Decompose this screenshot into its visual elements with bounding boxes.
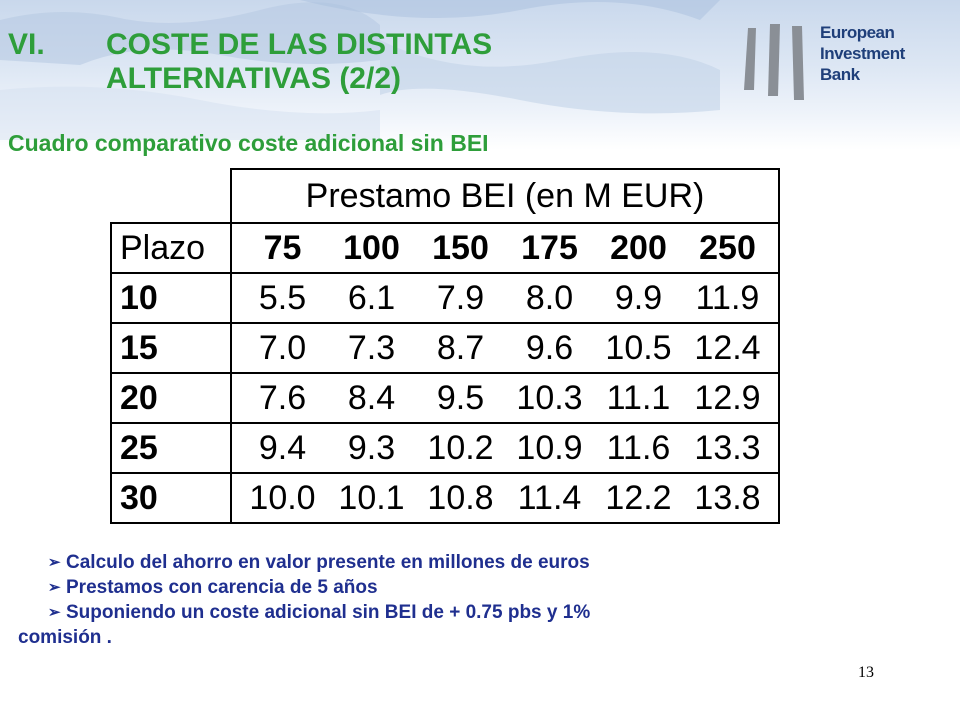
note-text: Suponiendo un coste adicional sin BEI de…	[66, 602, 591, 623]
table-cell: 8.4	[347, 378, 396, 417]
slide-title: VI. COSTE DE LAS DISTINTAS ALTERNATIVAS (…	[8, 28, 492, 96]
table-cell: 10.2	[427, 428, 494, 467]
row-values: 9.4 9.3 10.2 10.9 11.6 13.3	[230, 422, 780, 474]
row-plazo: 10	[110, 272, 232, 324]
column-header: 100	[343, 228, 400, 267]
row-values: 7.0 7.3 8.7 9.6 10.5 12.4	[230, 322, 780, 374]
table-cell: 7.3	[347, 328, 396, 367]
table-columns-row: Plazo 75 100 150 175 200 250	[110, 222, 780, 274]
table-cell: 8.0	[525, 278, 574, 317]
logo-line-2: Investment	[820, 44, 905, 63]
logo-line-1: European	[820, 23, 895, 42]
row-values: 10.0 10.1 10.8 11.4 12.2 13.8	[230, 472, 780, 524]
eib-logo-bars-icon	[744, 24, 804, 100]
note-item: ➢ Suponiendo un coste adicional sin BEI d…	[18, 600, 838, 650]
table-header-title: Prestamo BEI (en M EUR)	[230, 168, 780, 224]
table-cell: 13.3	[694, 428, 761, 467]
column-header: 75	[263, 228, 302, 267]
title-line-1: COSTE DE LAS DISTINTAS	[106, 28, 493, 61]
table-cell: 10.3	[516, 378, 583, 417]
table-cell: 12.2	[605, 478, 672, 517]
table-cell: 9.6	[525, 328, 574, 367]
table-cell: 11.9	[695, 278, 760, 317]
table-cell: 7.0	[258, 328, 307, 367]
table-cell: 10.5	[605, 328, 672, 367]
table-cell: 9.9	[614, 278, 663, 317]
slide-subtitle: Cuadro comparativo coste adicional sin B…	[8, 130, 489, 156]
cost-comparison-table: Prestamo BEI (en M EUR) Plazo 75 100 150…	[110, 168, 780, 524]
table-cell: 11.1	[606, 378, 671, 417]
table-cell: 13.8	[694, 478, 761, 517]
plazo-header: Plazo	[110, 222, 232, 274]
title-number: VI.	[8, 28, 45, 61]
table-cell: 12.4	[694, 328, 761, 367]
logo-line-3: Bank	[820, 65, 860, 84]
arrow-bullet-icon: ➢	[48, 554, 61, 571]
table-row: 15 7.0 7.3 8.7 9.6 10.5 12.4	[110, 322, 780, 374]
eib-logo: European Investment Bank	[740, 20, 940, 102]
row-plazo: 25	[110, 422, 232, 474]
column-header: 175	[521, 228, 578, 267]
table-row: 10 5.5 6.1 7.9 8.0 9.9 11.9	[110, 272, 780, 324]
table-cell: 10.1	[338, 478, 405, 517]
arrow-bullet-icon: ➢	[48, 579, 61, 596]
table-row: 25 9.4 9.3 10.2 10.9 11.6 13.3	[110, 422, 780, 474]
title-line-2: ALTERNATIVAS (2/2)	[106, 62, 402, 95]
note-continuation: comisión .	[18, 627, 112, 648]
table-cell: 7.9	[436, 278, 485, 317]
table-cell: 10.9	[516, 428, 583, 467]
row-values: 5.5 6.1 7.9 8.0 9.9 11.9	[230, 272, 780, 324]
table-header-row: Prestamo BEI (en M EUR)	[111, 168, 780, 224]
note-item: ➢ Calculo del ahorro en valor presente en…	[48, 550, 838, 575]
column-headers: 75 100 150 175 200 250	[230, 222, 780, 274]
table-cell: 7.6	[258, 378, 307, 417]
table-row: 30 10.0 10.1 10.8 11.4 12.2 13.8	[110, 472, 780, 524]
table-cell: 6.1	[347, 278, 396, 317]
table-cell: 9.3	[347, 428, 396, 467]
column-header: 200	[610, 228, 667, 267]
table-row: 20 7.6 8.4 9.5 10.3 11.1 12.9	[110, 372, 780, 424]
column-header: 150	[432, 228, 489, 267]
row-plazo: 20	[110, 372, 232, 424]
notes-list: ➢ Calculo del ahorro en valor presente en…	[18, 550, 838, 650]
table-cell: 10.8	[427, 478, 494, 517]
table-cell: 11.4	[517, 478, 582, 517]
note-text: Prestamos con carencia de 5 años	[66, 577, 378, 598]
table-cell: 10.0	[249, 478, 316, 517]
note-item: ➢ Prestamos con carencia de 5 años	[48, 575, 838, 600]
table-cell: 11.6	[606, 428, 671, 467]
table-cell: 5.5	[258, 278, 307, 317]
table-cell: 12.9	[694, 378, 761, 417]
row-values: 7.6 8.4 9.5 10.3 11.1 12.9	[230, 372, 780, 424]
table-cell: 8.7	[436, 328, 485, 367]
table-cell: 9.5	[436, 378, 485, 417]
map-decoration	[0, 0, 720, 140]
table-cell: 9.4	[258, 428, 307, 467]
row-plazo: 30	[110, 472, 232, 524]
arrow-bullet-icon: ➢	[48, 604, 61, 621]
page-number: 13	[858, 664, 874, 681]
column-header: 250	[699, 228, 756, 267]
note-text: Calculo del ahorro en valor presente en …	[66, 552, 590, 573]
table-corner	[111, 169, 232, 224]
row-plazo: 15	[110, 322, 232, 374]
eib-logo-text: European Investment Bank	[820, 22, 905, 85]
